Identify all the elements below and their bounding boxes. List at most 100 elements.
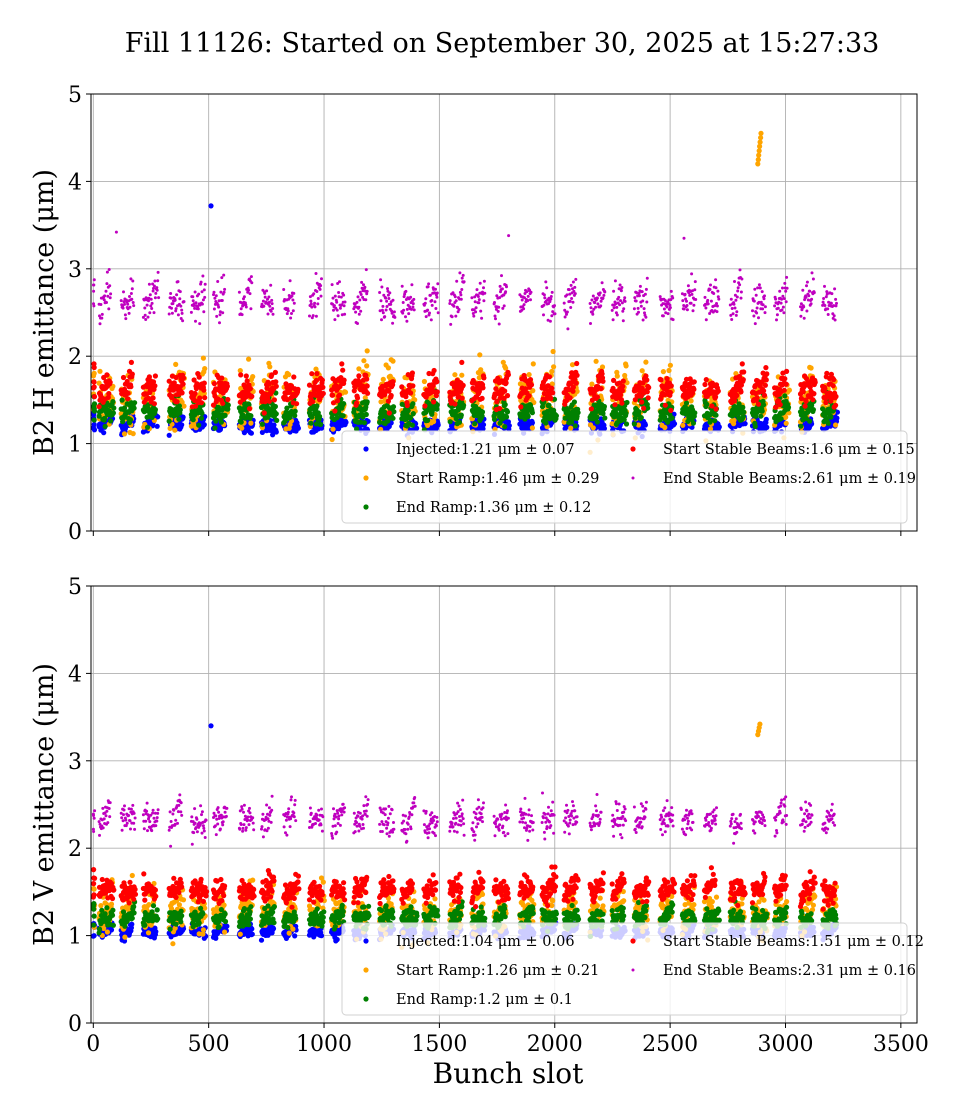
data-point [261, 299, 265, 303]
data-point [497, 305, 501, 309]
data-point [192, 403, 199, 409]
data-point [167, 425, 173, 431]
data-point [271, 397, 277, 403]
data-point [203, 295, 207, 299]
data-point [91, 385, 97, 391]
data-point [757, 316, 760, 320]
data-point [762, 297, 766, 301]
data-point [356, 322, 359, 325]
data-point [459, 293, 463, 297]
data-point [120, 374, 127, 381]
data-point [834, 304, 838, 308]
data-point [568, 299, 572, 303]
data-point [127, 311, 131, 315]
data-point [599, 364, 606, 370]
data-point [434, 402, 440, 408]
data-point [129, 292, 133, 295]
data-point [385, 299, 389, 303]
data-point [410, 401, 416, 407]
data-point [810, 271, 814, 275]
data-point [551, 364, 557, 370]
data-point [119, 397, 125, 403]
data-point [680, 422, 686, 428]
data-point [549, 295, 553, 298]
data-point [107, 307, 111, 311]
data-point [379, 299, 383, 303]
data-point [826, 313, 830, 316]
data-point [91, 401, 98, 407]
data-point [262, 304, 266, 308]
data-point [714, 278, 718, 282]
data-point [574, 388, 580, 394]
data-point [242, 295, 246, 299]
data-point [239, 307, 243, 311]
data-point [643, 359, 649, 365]
data-point [393, 315, 397, 319]
data-point [596, 302, 600, 306]
data-point [387, 297, 391, 300]
data-point [150, 395, 156, 401]
data-point [685, 299, 688, 303]
data-point [544, 280, 548, 284]
data-point [691, 386, 697, 392]
data-point [591, 294, 595, 298]
data-point [384, 308, 388, 312]
data-point [428, 293, 432, 297]
data-point [410, 411, 416, 417]
data-point [546, 374, 553, 380]
data-point [150, 301, 154, 305]
data-point [472, 314, 476, 318]
data-point [132, 304, 136, 308]
data-point [223, 287, 227, 291]
data-point [829, 301, 833, 305]
data-point [752, 423, 758, 429]
data-point [145, 395, 152, 401]
data-point [643, 292, 647, 296]
data-point [733, 280, 736, 283]
data-point [308, 314, 311, 318]
data-point [690, 272, 694, 276]
data-point [215, 314, 219, 318]
data-point [734, 298, 738, 302]
data-point [741, 369, 747, 375]
y-axis-label: B2 H emittance (μm) [29, 169, 60, 456]
data-point [822, 386, 828, 392]
data-point [378, 399, 384, 405]
data-point [191, 299, 195, 303]
data-point [426, 285, 430, 289]
data-point [331, 296, 335, 300]
data-point [435, 295, 439, 299]
data-point [758, 413, 764, 419]
data-point [590, 298, 594, 302]
data-point [342, 389, 349, 395]
data-point [694, 298, 698, 301]
data-point [689, 301, 693, 305]
data-point [189, 310, 193, 314]
data-point [340, 367, 346, 373]
data-point [529, 425, 536, 431]
data-point [716, 424, 722, 430]
data-point [359, 309, 363, 313]
data-point [599, 304, 603, 308]
data-point [250, 281, 254, 285]
data-point [155, 288, 159, 292]
data-point [763, 294, 766, 298]
data-point [482, 299, 486, 303]
data-point [593, 358, 599, 364]
data-point [401, 301, 405, 304]
data-point [602, 293, 606, 297]
data-point [615, 305, 619, 309]
data-point [343, 300, 347, 304]
data-point [526, 299, 530, 302]
data-point [833, 287, 837, 291]
data-point [758, 135, 764, 141]
data-point [153, 279, 157, 283]
data-point [143, 306, 147, 310]
data-point [339, 361, 345, 367]
data-point [99, 303, 103, 306]
data-point [320, 384, 326, 390]
data-point [414, 425, 420, 431]
data-point [91, 933, 97, 939]
data-point [455, 279, 459, 283]
scatter-marks [91, 130, 841, 455]
